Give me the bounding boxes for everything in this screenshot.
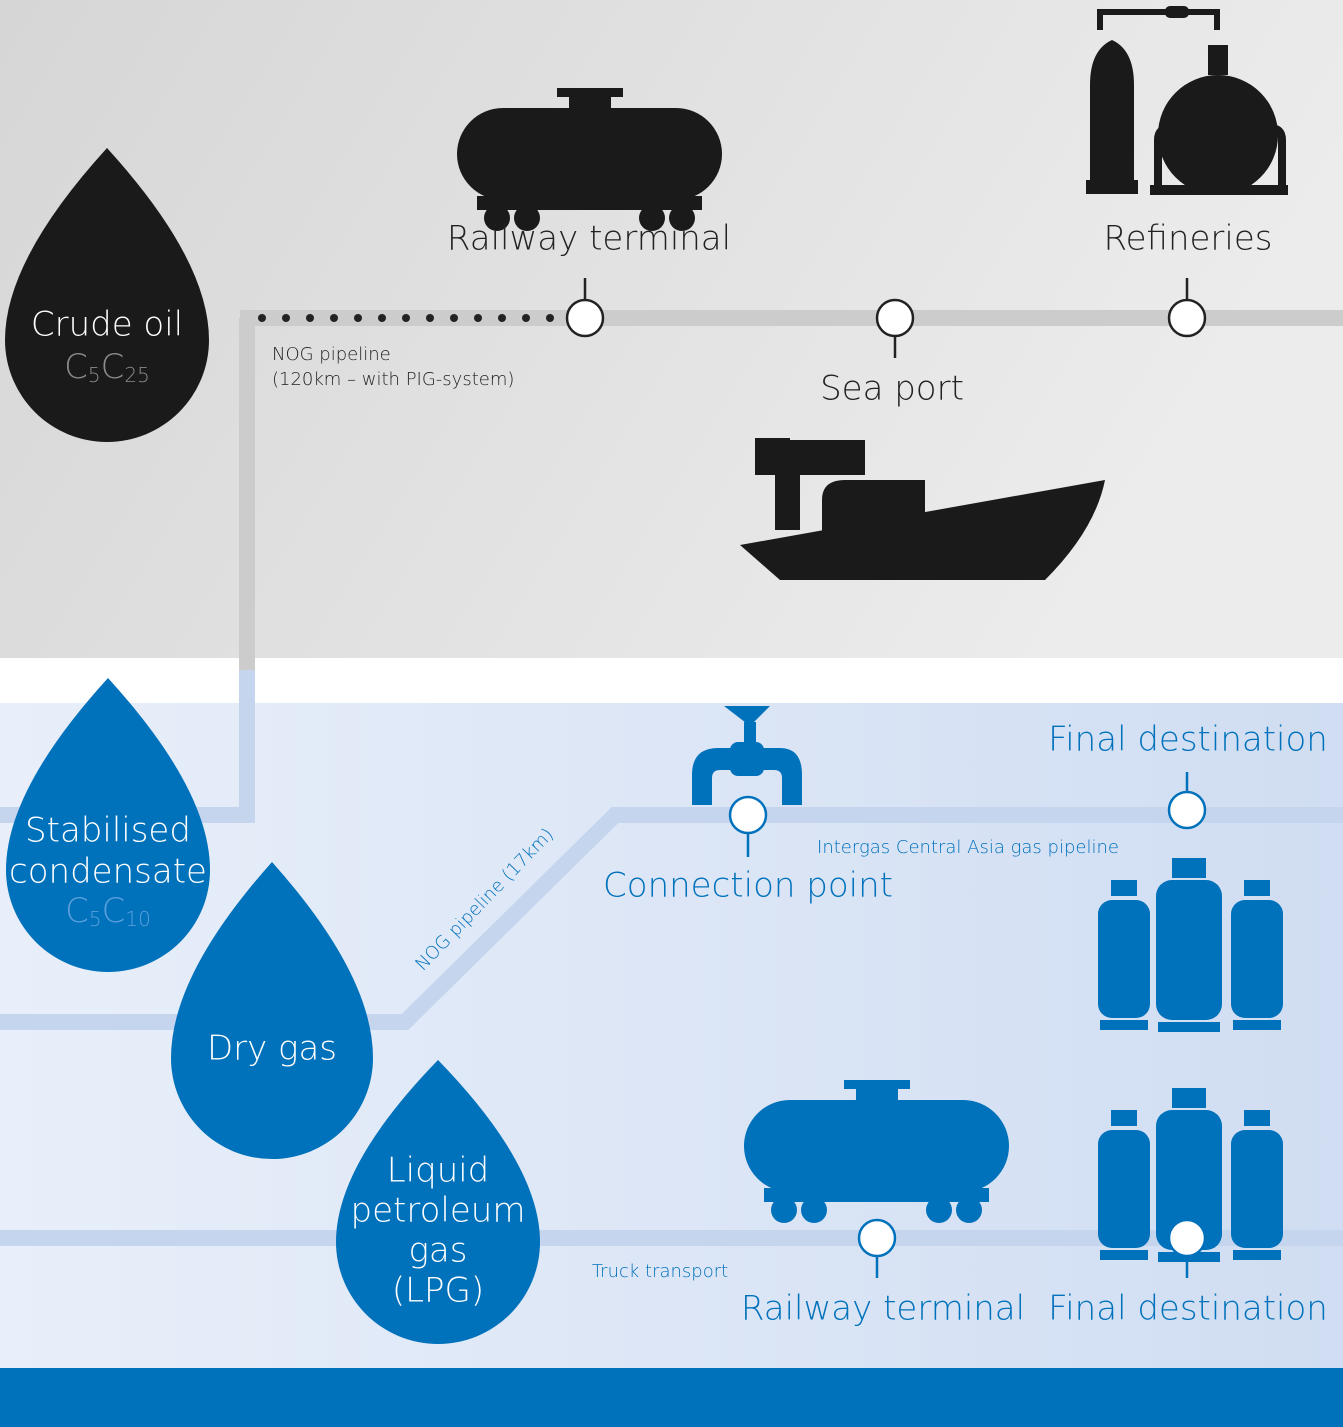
drop-label: Crude oil [31, 305, 183, 345]
diagram: Crude oil C5C25 NOG pipeline (120km – wi… [0, 0, 1343, 1427]
pipeline-label: (120km – with PIG-system) [272, 369, 514, 390]
formula-sub: 25 [124, 363, 149, 387]
footer-band [0, 1368, 1343, 1427]
drop-label: gas [409, 1231, 468, 1271]
pipeline-label: Intergas Central Asia gas pipeline [817, 837, 1119, 858]
stop-label: Final destination [1048, 1289, 1328, 1329]
stop-label: Railway terminal [447, 219, 731, 259]
tank-car-icon [457, 88, 722, 231]
drop-label: Dry gas [207, 1029, 337, 1069]
formula-base: C [64, 347, 88, 387]
pipeline-label: NOG pipeline [272, 344, 391, 365]
tank-car-icon [744, 1080, 1009, 1223]
drop-label: Stabilised [25, 811, 191, 851]
stop-label: Railway terminal [741, 1289, 1025, 1329]
stop-label: Refineries [1104, 219, 1273, 259]
formula-base: C [65, 891, 89, 931]
formula-sub: 5 [89, 907, 102, 931]
formula-base: C [102, 891, 126, 931]
divider [0, 658, 1343, 703]
formula-base: C [101, 347, 125, 387]
transport-label: Truck transport [592, 1261, 728, 1282]
drop-label: (LPG) [392, 1271, 484, 1311]
drop-label: petroleum [351, 1191, 526, 1231]
stop-label: Connection point [603, 866, 893, 906]
drop-label: Liquid [387, 1151, 490, 1191]
formula-sub: 10 [125, 907, 150, 931]
formula-sub: 5 [88, 363, 101, 387]
stop-label: Final destination [1048, 720, 1328, 760]
gas-bottles-icon [1098, 858, 1283, 1032]
stop-label: Sea port [820, 369, 964, 409]
drop-label: condensate [9, 852, 207, 892]
